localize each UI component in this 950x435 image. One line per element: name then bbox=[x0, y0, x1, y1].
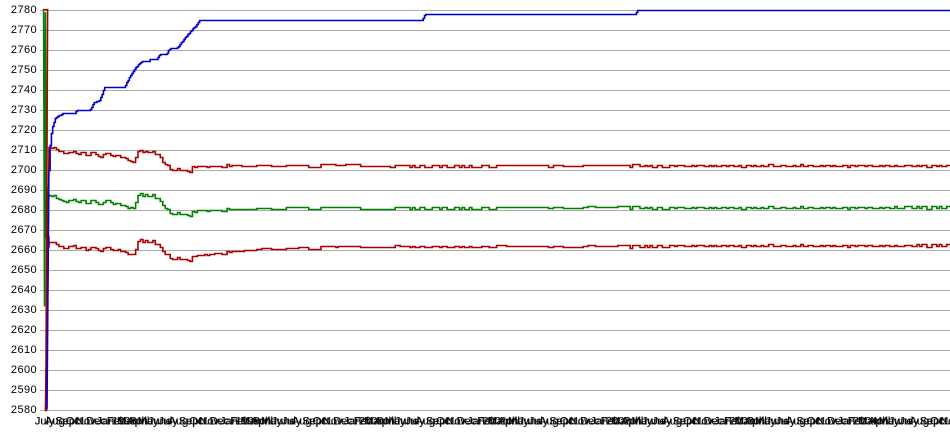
svg-text:2680: 2680 bbox=[11, 204, 37, 216]
svg-text:2610: 2610 bbox=[11, 344, 37, 356]
svg-text:2750: 2750 bbox=[11, 64, 37, 76]
svg-text:2590: 2590 bbox=[11, 384, 37, 396]
svg-text:2720: 2720 bbox=[11, 124, 37, 136]
svg-text:2780: 2780 bbox=[11, 4, 37, 16]
svg-text:2630: 2630 bbox=[11, 304, 37, 316]
svg-text:2770: 2770 bbox=[11, 24, 37, 36]
svg-text:2650: 2650 bbox=[11, 264, 37, 276]
svg-text:2690: 2690 bbox=[11, 184, 37, 196]
svg-text:2670: 2670 bbox=[11, 224, 37, 236]
svg-text:2600: 2600 bbox=[11, 364, 37, 376]
svg-text:2740: 2740 bbox=[11, 84, 37, 96]
svg-text:2710: 2710 bbox=[11, 144, 37, 156]
svg-text:2640: 2640 bbox=[11, 284, 37, 296]
svg-text:2660: 2660 bbox=[11, 244, 37, 256]
svg-text:2580: 2580 bbox=[11, 404, 37, 416]
svg-text:2620: 2620 bbox=[11, 324, 37, 336]
svg-text:2760: 2760 bbox=[11, 44, 37, 56]
svg-text:2730: 2730 bbox=[11, 104, 37, 116]
svg-text:2700: 2700 bbox=[11, 164, 37, 176]
